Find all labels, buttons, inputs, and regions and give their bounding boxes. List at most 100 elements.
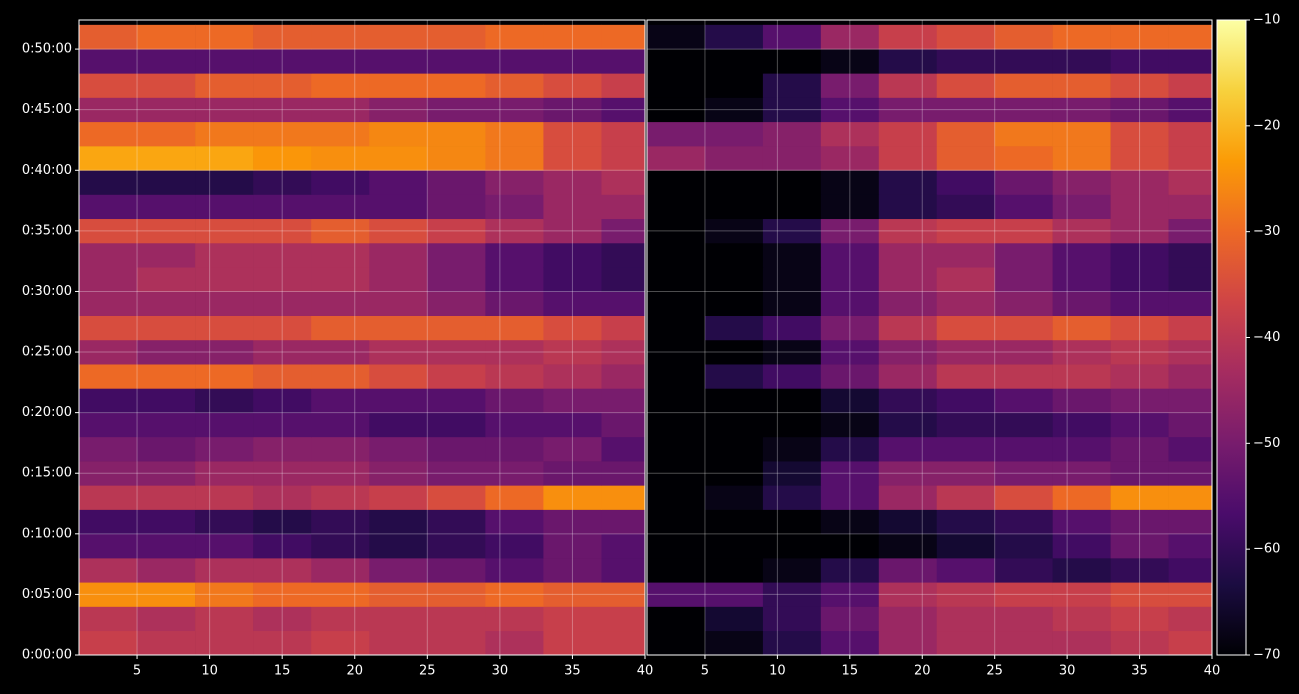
cell — [601, 606, 646, 632]
cell — [195, 291, 254, 316]
cell — [601, 412, 646, 438]
cell — [878, 485, 938, 510]
cell — [137, 97, 196, 123]
cell — [820, 24, 880, 50]
cell — [820, 49, 880, 74]
cell — [647, 242, 706, 268]
cell — [820, 97, 880, 123]
cell — [820, 558, 880, 583]
cell — [485, 49, 544, 74]
cell — [311, 170, 370, 195]
cell — [253, 194, 312, 220]
cell — [427, 194, 486, 220]
cell — [601, 339, 646, 365]
cell — [704, 509, 764, 535]
cell — [137, 485, 196, 510]
cell — [1168, 630, 1213, 656]
cell — [704, 388, 764, 413]
cell — [1052, 582, 1111, 607]
cell — [137, 121, 196, 147]
cell — [369, 170, 428, 195]
cell — [195, 121, 254, 147]
cell — [1168, 412, 1213, 438]
cell — [543, 558, 602, 583]
cell — [1052, 194, 1111, 220]
cell — [253, 558, 312, 583]
cell — [369, 339, 428, 365]
cell — [1052, 436, 1111, 462]
cell — [1052, 630, 1111, 656]
cell — [994, 146, 1053, 171]
cell — [1052, 485, 1111, 510]
cell — [878, 388, 938, 413]
cell — [253, 97, 312, 123]
cell — [762, 533, 822, 559]
cell — [878, 121, 938, 147]
cell — [994, 97, 1053, 123]
cell — [543, 218, 602, 244]
cell — [762, 509, 822, 535]
heatmap-cells — [79, 20, 1213, 656]
cell — [485, 24, 544, 50]
cell — [137, 291, 196, 316]
cell — [820, 242, 880, 268]
cell — [994, 242, 1053, 268]
cell — [820, 218, 880, 244]
axes: 5 10 15 20 25 30 35 40 5 10 15 20 25 30 35 40 0:00:00 0:0… — [22, 13, 1281, 679]
cell — [485, 364, 544, 389]
cell — [485, 170, 544, 195]
cell — [1052, 364, 1111, 389]
cell — [704, 121, 764, 147]
cell — [601, 73, 646, 98]
cell — [1168, 364, 1213, 389]
cell — [311, 24, 370, 50]
cell — [369, 436, 428, 462]
cell — [704, 291, 764, 316]
cell — [485, 194, 544, 220]
cell — [601, 267, 646, 292]
cell — [79, 121, 138, 147]
cell — [647, 436, 706, 462]
cell — [427, 49, 486, 74]
cell — [1168, 170, 1213, 195]
cell — [1168, 388, 1213, 413]
cell — [601, 436, 646, 462]
cell — [994, 218, 1053, 244]
cell — [994, 533, 1053, 559]
cell — [195, 267, 254, 292]
cell — [936, 194, 995, 220]
cell — [1168, 194, 1213, 220]
cell — [1052, 24, 1111, 50]
cell — [311, 121, 370, 147]
cell — [311, 49, 370, 74]
cell — [820, 436, 880, 462]
cell — [253, 630, 312, 656]
cell — [543, 485, 602, 510]
cell — [195, 509, 254, 535]
cell — [311, 97, 370, 123]
cell — [253, 533, 312, 559]
cell — [543, 97, 602, 123]
cell — [936, 436, 995, 462]
cell — [878, 582, 938, 607]
cell — [369, 461, 428, 486]
y-tick-label: 0:35:00 — [22, 223, 72, 238]
cell — [1052, 49, 1111, 74]
cell — [936, 97, 995, 123]
cell — [195, 364, 254, 389]
cell — [369, 630, 428, 656]
cell — [137, 412, 196, 438]
cell — [762, 218, 822, 244]
cell — [195, 170, 254, 195]
cell — [369, 606, 428, 632]
cell — [485, 146, 544, 171]
cell — [79, 170, 138, 195]
cell — [253, 582, 312, 607]
cell — [427, 97, 486, 123]
cell — [427, 582, 486, 607]
cell — [1168, 73, 1213, 98]
cell — [601, 558, 646, 583]
cell — [936, 146, 995, 171]
cell — [994, 606, 1053, 632]
cell — [369, 97, 428, 123]
